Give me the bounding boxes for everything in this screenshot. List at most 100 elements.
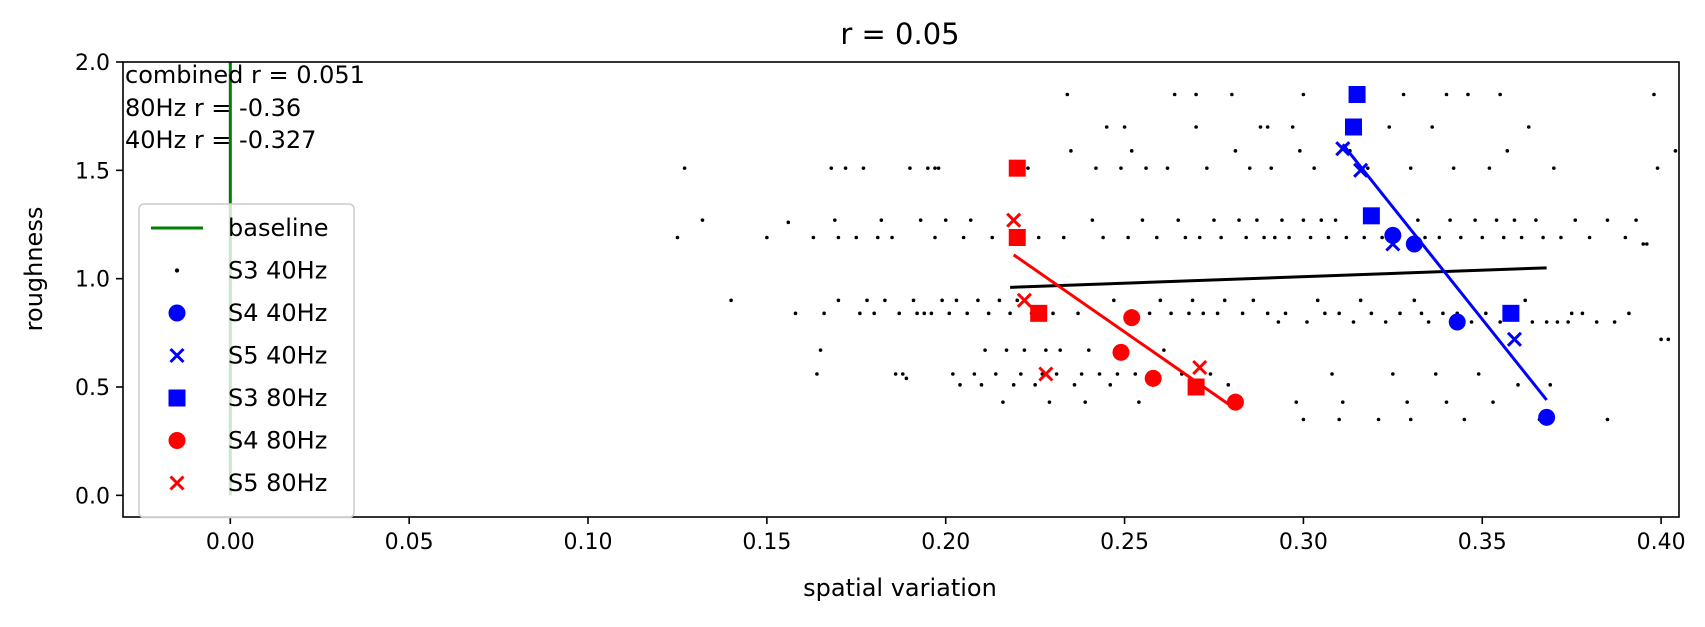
data-point bbox=[1036, 235, 1041, 240]
data-point bbox=[911, 298, 916, 303]
data-point bbox=[943, 218, 948, 222]
data-point bbox=[1208, 372, 1213, 376]
data-point bbox=[1462, 417, 1467, 422]
data-point bbox=[1272, 235, 1277, 240]
data-point bbox=[1526, 125, 1531, 129]
data-point bbox=[1301, 92, 1306, 97]
data-point bbox=[1645, 242, 1649, 246]
x-tick-label: 0.15 bbox=[742, 530, 791, 555]
data-point bbox=[1538, 408, 1556, 426]
data-point bbox=[1119, 166, 1123, 170]
data-point bbox=[990, 235, 995, 240]
stats-annotations: combined r = 0.051 80Hz r = -0.36 40Hz r… bbox=[125, 61, 365, 154]
data-point bbox=[1165, 166, 1170, 170]
data-point bbox=[1312, 166, 1316, 170]
data-point bbox=[1192, 359, 1208, 376]
data-point bbox=[1423, 235, 1427, 240]
data-point bbox=[1444, 400, 1449, 404]
annotation-combined-r: combined r = 0.051 bbox=[125, 61, 365, 89]
data-point bbox=[1016, 292, 1032, 308]
data-point bbox=[1344, 118, 1362, 136]
data-point bbox=[1054, 372, 1059, 376]
data-point bbox=[854, 235, 859, 240]
x-tick-label: 0.30 bbox=[1279, 530, 1328, 555]
data-point bbox=[947, 311, 952, 316]
data-point bbox=[829, 166, 834, 170]
data-point bbox=[1190, 298, 1195, 303]
data-point bbox=[1659, 337, 1663, 342]
x-tick-label: 0.20 bbox=[921, 530, 970, 555]
data-point bbox=[1226, 383, 1231, 387]
series-s3-80hz bbox=[1344, 86, 1520, 322]
data-point bbox=[1319, 218, 1324, 222]
x-tick-label: 0.25 bbox=[1100, 530, 1149, 555]
legend-swatch bbox=[169, 475, 185, 491]
legend-label: S3 80Hz bbox=[228, 384, 327, 412]
data-point bbox=[1491, 400, 1495, 404]
y-tick-label: 2.0 bbox=[75, 51, 110, 76]
data-point bbox=[893, 372, 898, 376]
data-point bbox=[1301, 218, 1306, 222]
data-point bbox=[1387, 125, 1392, 129]
data-point bbox=[1348, 86, 1366, 103]
data-point bbox=[1287, 235, 1291, 240]
data-point bbox=[1112, 343, 1130, 361]
data-point bbox=[1444, 92, 1449, 97]
y-axis-label: roughness bbox=[20, 207, 48, 332]
data-point bbox=[1498, 320, 1502, 324]
data-point bbox=[1205, 166, 1209, 170]
data-point bbox=[1258, 125, 1263, 129]
data-point bbox=[1498, 92, 1502, 97]
data-point bbox=[1548, 383, 1553, 387]
data-point bbox=[1441, 311, 1445, 316]
data-point bbox=[1426, 320, 1431, 324]
data-point bbox=[1340, 400, 1345, 404]
legend-swatch bbox=[169, 347, 185, 364]
data-point bbox=[968, 218, 973, 222]
x-tick-label: 0.35 bbox=[1458, 530, 1507, 555]
data-point bbox=[1552, 166, 1556, 170]
data-point bbox=[1405, 235, 1423, 253]
data-point bbox=[922, 311, 927, 316]
legend-label: S4 80Hz bbox=[228, 427, 327, 455]
data-point bbox=[675, 235, 680, 240]
data-point bbox=[1605, 218, 1610, 222]
data-point bbox=[875, 235, 880, 240]
data-point bbox=[729, 298, 733, 303]
data-point bbox=[1172, 92, 1177, 97]
data-point bbox=[1337, 311, 1341, 316]
data-point bbox=[1344, 235, 1349, 240]
data-point bbox=[1566, 320, 1570, 324]
data-point bbox=[1412, 298, 1417, 303]
data-point bbox=[700, 218, 705, 222]
data-point bbox=[983, 348, 987, 352]
data-point bbox=[1330, 372, 1334, 376]
data-point bbox=[1335, 141, 1351, 157]
data-point bbox=[1376, 417, 1381, 422]
data-point bbox=[1323, 311, 1327, 316]
legend: baseline S3 40Hz S4 40Hz S5 40Hz S3 80Hz S4 8… bbox=[138, 203, 355, 519]
y-tick-label: 0.0 bbox=[75, 484, 110, 509]
data-point bbox=[1301, 417, 1306, 422]
data-point bbox=[1276, 320, 1281, 324]
data-point bbox=[1430, 125, 1434, 129]
data-point bbox=[1469, 320, 1474, 324]
legend-label: S5 40Hz bbox=[228, 342, 327, 370]
data-point bbox=[1094, 166, 1098, 170]
data-point bbox=[1519, 235, 1524, 240]
data-point bbox=[1298, 149, 1302, 153]
legend-swatch bbox=[168, 304, 186, 322]
data-point bbox=[1401, 92, 1406, 97]
data-point bbox=[965, 311, 969, 316]
data-point bbox=[1262, 235, 1266, 240]
data-point bbox=[1612, 320, 1617, 324]
data-point bbox=[1623, 235, 1628, 240]
data-point bbox=[1147, 311, 1152, 316]
legend-item: S3 80Hz bbox=[168, 384, 327, 412]
data-point bbox=[1294, 400, 1299, 404]
data-point bbox=[936, 166, 941, 170]
data-point bbox=[1506, 331, 1523, 347]
data-point bbox=[1008, 229, 1026, 246]
data-point bbox=[1476, 372, 1481, 376]
